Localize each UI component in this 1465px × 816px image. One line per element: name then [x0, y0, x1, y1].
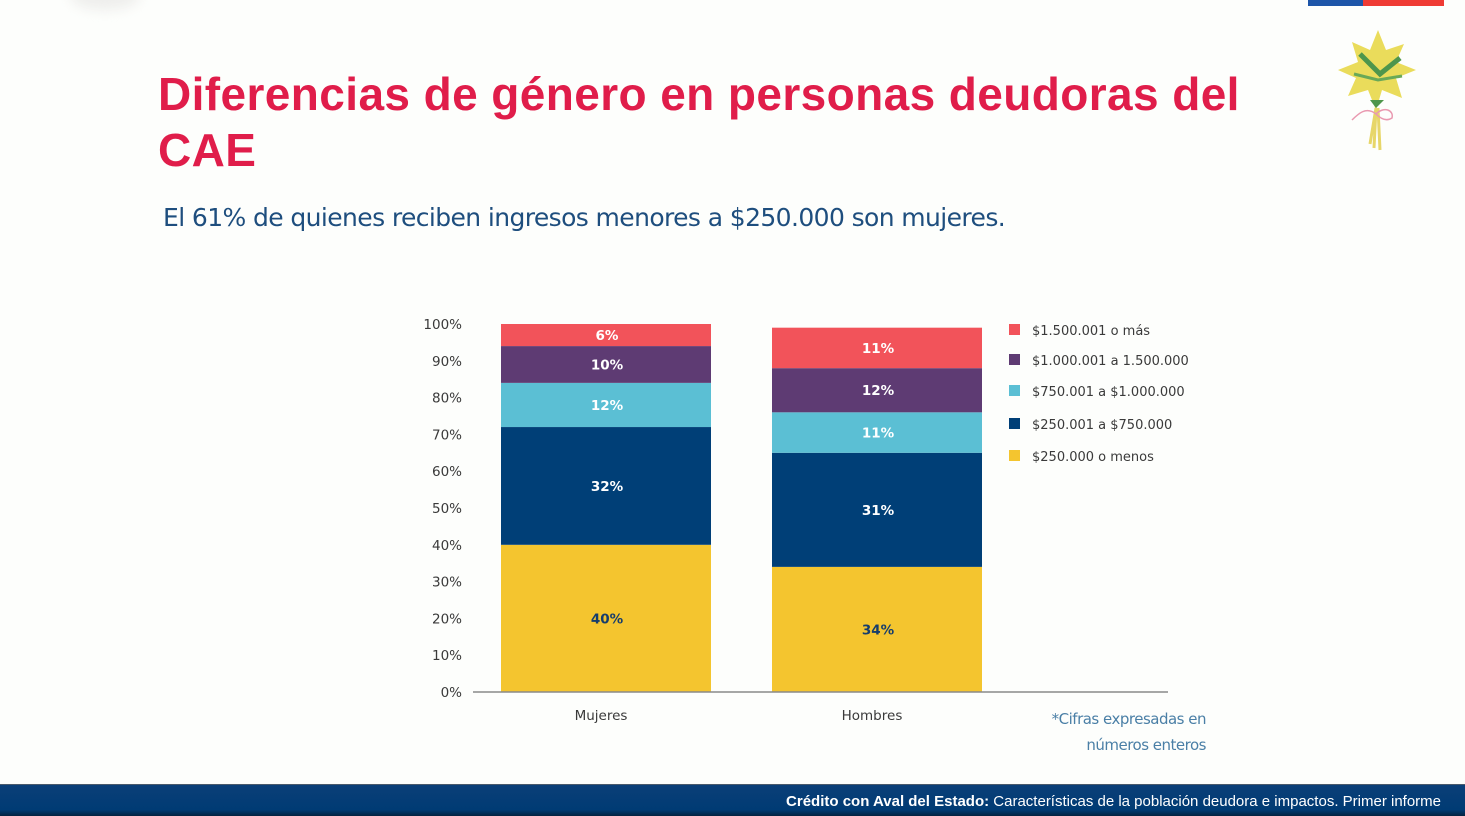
bar-data-label: 12%	[591, 398, 624, 414]
y-tick-label: 70%	[432, 427, 462, 443]
x-category-label: Hombres	[842, 708, 903, 724]
y-tick-label: 20%	[432, 611, 462, 627]
bar-data-label: 10%	[591, 357, 624, 373]
y-tick-label: 100%	[423, 317, 462, 333]
y-tick-label: 90%	[432, 354, 462, 370]
footnote-line-2: números enteros	[1086, 736, 1206, 754]
footnote: *Cifras expresadas en números enteros	[1000, 706, 1207, 758]
legend-label: $250.001 a $750.000	[1032, 418, 1172, 433]
y-tick-label: 50%	[432, 501, 462, 517]
y-tick-label: 40%	[432, 538, 462, 554]
legend-swatch	[1009, 354, 1020, 365]
bar-segment	[772, 327, 982, 369]
stacked-bar-chart: 0% 10% 20% 30% 40% 50% 60% 70% 80% 90% 100% 40% 32% 1…	[423, 317, 1189, 724]
slide-title: Diferencias de género en personas deudor…	[158, 68, 1240, 176]
flag-stripe-blue	[1308, 0, 1363, 6]
legend-swatch	[1009, 450, 1020, 461]
y-tick-label: 0%	[441, 685, 463, 701]
legend-swatch	[1009, 324, 1020, 335]
y-tick-label: 80%	[432, 391, 462, 407]
bar-data-label: 11%	[862, 426, 895, 442]
legend-swatch	[1009, 385, 1020, 396]
y-tick-label: 60%	[432, 464, 462, 480]
slide-subtitle: El 61% de quienes reciben ingresos menor…	[163, 203, 1006, 232]
bar-segment	[501, 324, 711, 347]
bar-segment	[501, 544, 711, 692]
footer-citation-bold: Crédito con Aval del Estado:	[786, 793, 990, 810]
y-tick-label: 30%	[432, 575, 462, 591]
x-category-label: Mujeres	[575, 708, 628, 724]
legend-label: $1.500.001 o más	[1032, 324, 1150, 339]
flower-bouquet-icon	[1338, 30, 1416, 151]
bar-segment	[772, 566, 982, 692]
bar-data-label: 40%	[591, 611, 624, 627]
flag-stripe-red	[1363, 0, 1444, 6]
legend-swatch	[1009, 418, 1020, 429]
bar-data-label: 34%	[862, 622, 895, 638]
footnote-line-1: *Cifras expresadas en	[1051, 710, 1207, 728]
bar-segment	[501, 346, 711, 383]
y-tick-label: 10%	[432, 648, 462, 664]
bar-data-label: 32%	[591, 479, 624, 495]
legend-label: $750.001 a $1.000.000	[1032, 385, 1185, 400]
footer-citation-rest: Características de la población deudora …	[989, 793, 1441, 810]
footer-bar: Crédito con Aval del Estado: Característ…	[0, 784, 1465, 816]
bar-data-label: 31%	[862, 503, 895, 519]
bar-segment	[772, 452, 982, 567]
legend-label: $250.000 o menos	[1032, 450, 1154, 465]
bar-segment	[772, 368, 982, 413]
legend-label: $1.000.001 a 1.500.000	[1032, 354, 1189, 369]
bar-segment	[772, 412, 982, 453]
top-blur	[70, 0, 140, 10]
bar-segment	[501, 427, 711, 545]
bar-data-label: 6%	[596, 328, 619, 344]
bar-segment	[501, 382, 711, 428]
bar-data-label: 11%	[862, 341, 895, 357]
bar-data-label: 12%	[862, 383, 895, 399]
footer-citation: Crédito con Aval del Estado: Característ…	[786, 793, 1441, 810]
